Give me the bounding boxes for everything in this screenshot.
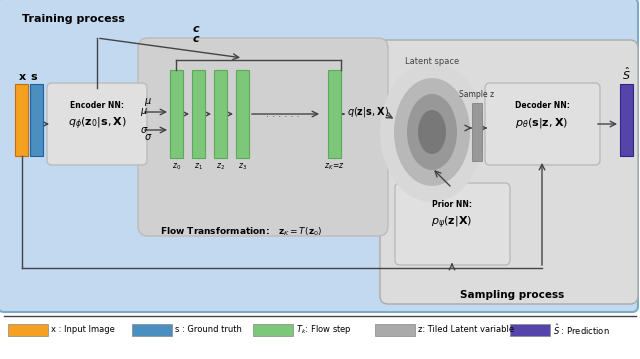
Text: x : Input Image: x : Input Image xyxy=(51,326,115,335)
Ellipse shape xyxy=(380,62,484,202)
Bar xyxy=(15,84,28,156)
Text: Latent space: Latent space xyxy=(405,57,459,66)
Text: . . . . . .: . . . . . . xyxy=(266,109,300,119)
Bar xyxy=(132,324,172,336)
Text: c: c xyxy=(193,24,199,34)
Text: $\hat{S}$ : Prediction: $\hat{S}$ : Prediction xyxy=(553,323,610,337)
Text: Prior NN:: Prior NN: xyxy=(432,200,472,209)
Bar xyxy=(236,70,249,158)
Text: $p_\psi(\mathbf{z}|\mathbf{X})$: $p_\psi(\mathbf{z}|\mathbf{X})$ xyxy=(431,215,472,232)
Bar xyxy=(214,70,227,158)
Text: Sample z: Sample z xyxy=(460,90,495,99)
Bar xyxy=(253,324,293,336)
Text: x: x xyxy=(19,72,26,82)
Bar xyxy=(328,70,341,158)
FancyBboxPatch shape xyxy=(0,0,638,312)
Bar xyxy=(192,70,205,158)
Text: Decoder NN:: Decoder NN: xyxy=(515,101,570,110)
Text: $z_3$: $z_3$ xyxy=(238,162,247,173)
Text: Sampling process: Sampling process xyxy=(460,290,564,300)
Ellipse shape xyxy=(418,110,446,154)
Text: $z_0$: $z_0$ xyxy=(172,162,181,173)
FancyBboxPatch shape xyxy=(485,83,600,165)
Text: $z_1$: $z_1$ xyxy=(194,162,203,173)
Bar xyxy=(620,84,633,156)
Text: $\hat{S}$: $\hat{S}$ xyxy=(621,66,630,82)
Text: $T_k$: Flow step: $T_k$: Flow step xyxy=(296,323,352,336)
Bar xyxy=(8,324,48,336)
Text: $z_K\!=\!z$: $z_K\!=\!z$ xyxy=(324,162,345,173)
Text: $\sigma$: $\sigma$ xyxy=(144,132,152,142)
Text: Training process: Training process xyxy=(22,14,125,24)
Text: $\mu$: $\mu$ xyxy=(144,96,152,108)
Text: s : Ground truth: s : Ground truth xyxy=(175,326,242,335)
FancyBboxPatch shape xyxy=(395,183,510,265)
Ellipse shape xyxy=(394,78,470,186)
Bar xyxy=(510,324,550,336)
FancyBboxPatch shape xyxy=(47,83,147,165)
Text: s: s xyxy=(31,72,37,82)
Text: $\sigma$: $\sigma$ xyxy=(140,125,148,135)
Text: $z_2$: $z_2$ xyxy=(216,162,225,173)
Text: Flow Transformation:   $\mathbf{z}_K = T(\mathbf{z}_0)$: Flow Transformation: $\mathbf{z}_K = T(\… xyxy=(160,226,323,238)
Bar xyxy=(30,84,43,156)
Text: z: Tiled Latent variable: z: Tiled Latent variable xyxy=(418,326,514,335)
Text: $q_\phi(\mathbf{z}_0|\mathbf{s}, \mathbf{X})$: $q_\phi(\mathbf{z}_0|\mathbf{s}, \mathbf… xyxy=(68,116,126,132)
Bar xyxy=(472,103,482,161)
Bar xyxy=(375,324,415,336)
Text: $p_\theta(\mathbf{s}|\mathbf{z}, \mathbf{X})$: $p_\theta(\mathbf{s}|\mathbf{z}, \mathbf… xyxy=(515,116,568,130)
Text: $q(\mathbf{z}|\mathbf{s}, \mathbf{X})$: $q(\mathbf{z}|\mathbf{s}, \mathbf{X})$ xyxy=(347,105,389,119)
Bar xyxy=(170,70,183,158)
FancyBboxPatch shape xyxy=(380,40,638,304)
FancyBboxPatch shape xyxy=(138,38,388,236)
Text: Encoder NN:: Encoder NN: xyxy=(70,101,124,110)
Text: $\mu$: $\mu$ xyxy=(140,106,148,118)
Text: c: c xyxy=(193,34,199,44)
Ellipse shape xyxy=(407,94,457,170)
